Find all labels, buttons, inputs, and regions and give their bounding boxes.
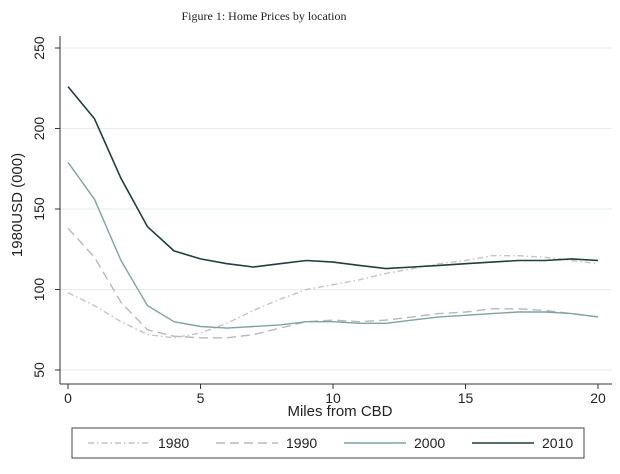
x-tick-label-15: 15	[458, 390, 474, 406]
y-tick-label-250: 250	[31, 36, 47, 60]
legend-label-2000: 2000	[414, 435, 445, 451]
series-line-1980	[67, 254, 599, 339]
figure-caption: Figure 1: Home Prices by location	[182, 9, 347, 23]
series-line-1990	[67, 227, 599, 339]
series-line-2010	[67, 86, 599, 270]
y-tick-label-100: 100	[31, 278, 47, 302]
legend-box	[71, 427, 585, 459]
legend: 1980 1990 2000 2010	[71, 427, 585, 459]
series-line-2000	[67, 161, 599, 329]
gridlines	[60, 47, 612, 371]
y-tick-label-50: 50	[31, 362, 47, 378]
series-lines	[67, 86, 599, 339]
y-tick-label-200: 200	[31, 117, 47, 141]
x-tick-label-5: 5	[197, 390, 205, 406]
x-axis-label: Miles from CBD	[287, 403, 392, 420]
legend-label-2010: 2010	[542, 435, 573, 451]
legend-label-1980: 1980	[158, 435, 189, 451]
x-tick-label-10: 10	[325, 390, 341, 406]
axes	[55, 36, 612, 389]
legend-label-1990: 1990	[286, 435, 317, 451]
tick-labels: 50 100 150 200 250 0 5 10 15 20	[31, 36, 606, 406]
y-tick-label-150: 150	[31, 197, 47, 221]
y-axis-label: 1980USD (000)	[9, 153, 26, 257]
x-tick-label-0: 0	[64, 390, 72, 406]
x-tick-label-20: 20	[590, 390, 606, 406]
